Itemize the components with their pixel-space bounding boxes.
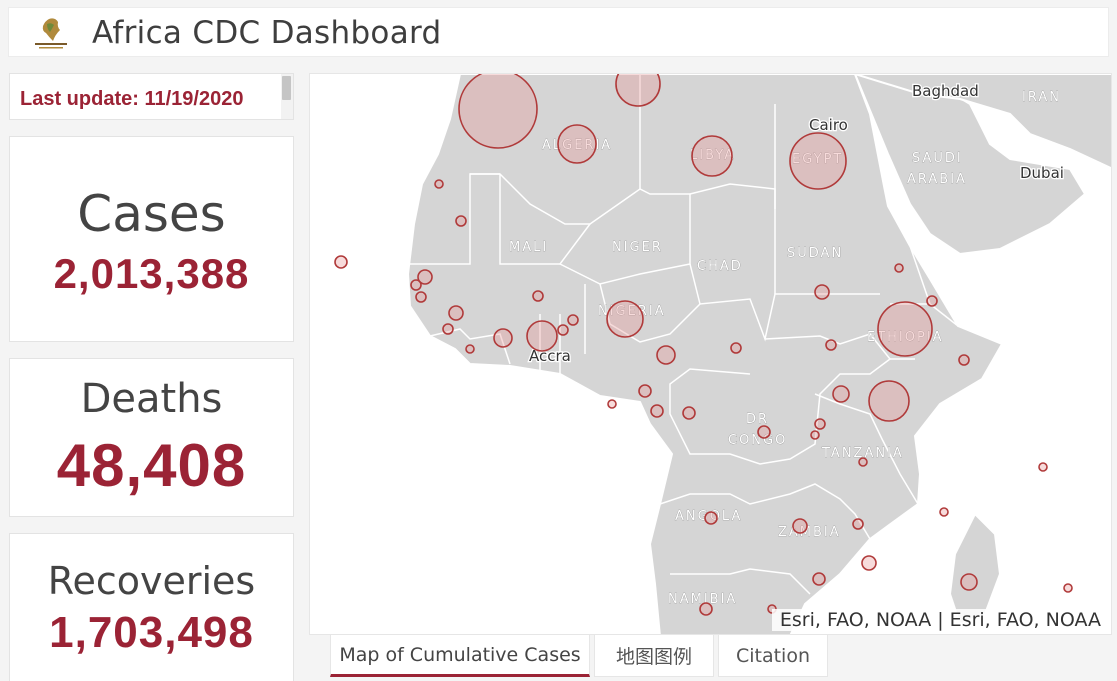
bubble-togo: [557, 324, 569, 336]
label-zambia: ZAMBIA: [778, 525, 841, 540]
bubble-eq-guinea: [638, 384, 652, 398]
label-namibia: NAMIBIA: [668, 592, 737, 607]
bubble-congo: [682, 406, 696, 420]
bubble-seychelles: [1038, 462, 1048, 472]
bubble-mozambique: [861, 555, 877, 571]
bubble-ghana: [526, 320, 558, 352]
arabia-landmass: [854, 74, 1086, 255]
deaths-panel: Deaths 48,408: [9, 358, 294, 517]
tab-map-of-cumulative-cases[interactable]: Map of Cumulative Cases: [330, 634, 590, 677]
bubble-rwanda: [814, 418, 826, 430]
bubble-zambia: [792, 518, 808, 534]
bubble-djibouti: [926, 295, 938, 307]
label-dubai: Dubai: [1020, 164, 1064, 182]
africa-map[interactable]: ALGERIA LIBYA EGYPT SAUDI ARABIA MALI NI…: [310, 74, 1112, 635]
tab-map-legend[interactable]: 地图图例: [594, 634, 714, 677]
recoveries-panel: Recoveries 1,703,498: [9, 533, 294, 681]
bubble-malawi: [852, 518, 864, 530]
map-view[interactable]: ALGERIA LIBYA EGYPT SAUDI ARABIA MALI NI…: [309, 73, 1112, 635]
bubble-sudan: [814, 284, 830, 300]
header-bar: Africa CDC Dashboard: [8, 7, 1109, 57]
case-bubbles[interactable]: [334, 74, 1073, 616]
bubble-morocco: [458, 74, 538, 149]
bubble-egypt: [789, 132, 847, 190]
recoveries-value: 1,703,498: [49, 608, 254, 657]
africa-landmass: [407, 74, 1003, 634]
cases-panel: Cases 2,013,388: [9, 136, 294, 342]
bubble-ivory-coast: [493, 328, 513, 348]
label-mali: MALI: [509, 240, 548, 255]
last-update-panel: Last update: 11/19/2020: [9, 73, 294, 120]
bubble-sao-tome: [607, 399, 617, 409]
bubble-sierra-leone: [442, 323, 454, 335]
recoveries-label: Recoveries: [47, 559, 256, 603]
bubble-namibia: [699, 602, 713, 616]
cases-label: Cases: [77, 185, 226, 243]
page-title: Africa CDC Dashboard: [92, 15, 442, 51]
bubble-benin: [567, 314, 579, 326]
bubble-burundi: [810, 430, 820, 440]
label-chad: CHAD: [697, 259, 743, 274]
bubble-car: [730, 342, 742, 354]
bubble-south-sudan: [825, 339, 837, 351]
bubble-burkina: [532, 290, 544, 302]
label-dr: DR: [746, 412, 769, 427]
scrollbar[interactable]: [281, 74, 293, 119]
bubble-nigeria: [606, 300, 644, 338]
map-attribution: Esri, FAO, NOAA | Esri, FAO, NOAA: [771, 609, 1109, 631]
label-saudi: SAUDI: [912, 151, 963, 166]
label-ethiopia: ETHIOPIA: [867, 330, 944, 345]
bubble-cameroon: [656, 345, 676, 365]
deaths-value: 48,408: [56, 432, 247, 499]
cases-value: 2,013,388: [53, 250, 250, 297]
tab-citation[interactable]: Citation: [718, 634, 828, 677]
bubble-angola: [704, 511, 718, 525]
bubble-guinea: [448, 305, 464, 321]
label-arabia: ARABIA: [907, 172, 967, 187]
label-egypt: EGYPT: [792, 152, 843, 167]
last-update-text: Last update: 11/19/2020: [20, 88, 244, 110]
bubble-libya: [691, 135, 733, 177]
land-layer: [407, 74, 1111, 634]
bubble-algeria: [557, 124, 597, 164]
bubble-tanzania: [858, 457, 868, 467]
deaths-label: Deaths: [80, 376, 223, 422]
bubble-somalia: [958, 354, 970, 366]
bubble-eritrea: [894, 263, 904, 273]
bubble-gambia: [410, 279, 422, 291]
bubble-kenya: [868, 380, 910, 422]
bubble-zimbabwe: [812, 572, 826, 586]
bubble-drc: [757, 425, 771, 439]
label-tanzania: TANZANIA: [821, 446, 904, 461]
label-angola: ANGOLA: [675, 509, 742, 524]
bubble-ethiopia: [877, 301, 933, 357]
bubble-liberia: [465, 344, 475, 354]
bubble-senegal: [417, 269, 433, 285]
country-labels: ALGERIA LIBYA EGYPT SAUDI ARABIA MALI NI…: [509, 90, 1061, 608]
label-iran: IRAN: [1022, 90, 1061, 105]
country-borders: [410, 74, 959, 595]
middle-east-landmass: [854, 74, 1111, 170]
label-libya: LIBYA: [690, 148, 735, 163]
tab-bar: Map of Cumulative Cases 地图图例 Citation: [330, 634, 1110, 681]
bubble-mauritania: [434, 179, 444, 189]
africa-cdc-logo: [35, 18, 67, 49]
bubble-comoros: [939, 507, 949, 517]
label-nigeria: NIGERIA: [598, 304, 666, 319]
bubble-tunisia: [615, 74, 661, 107]
bubble-madagascar: [960, 573, 978, 591]
label-baghdad: Baghdad: [912, 82, 979, 100]
label-cairo: Cairo: [809, 116, 848, 134]
label-sudan: SUDAN: [787, 246, 843, 261]
label-niger: NIGER: [612, 240, 663, 255]
scrollbar-thumb[interactable]: [282, 76, 291, 100]
bubble-mali-w: [455, 215, 467, 227]
bubble-guinea-bissau: [415, 291, 427, 303]
bubble-gabon: [650, 404, 664, 418]
bubble-cape-verde: [334, 255, 348, 269]
bubble-mauritius: [1063, 583, 1073, 593]
label-congo: CONGO: [728, 433, 787, 448]
bubble-uganda: [832, 385, 850, 403]
